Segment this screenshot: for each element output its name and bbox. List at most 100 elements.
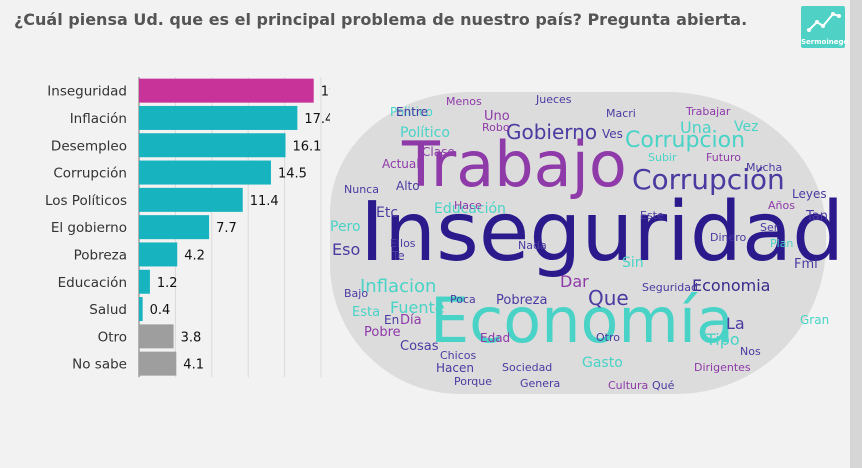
cloud-word: Fmi	[794, 257, 818, 272]
cloud-word: Etc	[376, 205, 399, 221]
cloud-word: Subir	[648, 151, 677, 164]
bar	[139, 78, 314, 103]
bar	[139, 351, 177, 376]
bar	[139, 133, 286, 158]
data-label: 11.4	[250, 194, 279, 209]
data-label: 19.2	[321, 85, 330, 100]
cloud-word: Inflacion	[360, 276, 437, 297]
cloud-word: Años	[768, 199, 795, 212]
cloud-word: Hacen	[436, 361, 474, 375]
cloud-word: Plan	[770, 237, 794, 250]
cloud-word: Edad	[480, 331, 511, 345]
cloud-word: Eso	[332, 240, 361, 259]
cloud-word: Pobreza	[496, 293, 548, 308]
cloud-word: Alto	[396, 179, 420, 193]
cloud-word: Uno	[484, 109, 510, 124]
cloud-word: Leyes	[792, 187, 827, 201]
cloud-word: Clase	[422, 145, 455, 159]
bar	[139, 297, 143, 322]
bar	[139, 105, 298, 130]
cloud-word: Cosas	[400, 339, 439, 354]
category-label: Desempleo	[51, 138, 127, 154]
category-label: Salud	[89, 302, 127, 318]
cloud-word: Trabajo	[402, 128, 627, 201]
bar	[139, 187, 243, 212]
cloud-word: Pero	[330, 219, 361, 235]
cloud-word: Pobre	[364, 325, 401, 340]
cloud-word: Sociedad	[502, 361, 553, 374]
cloud-word: Dirigentes	[694, 361, 751, 374]
chart-title: ¿Cuál piensa Ud. que es el principal pro…	[14, 10, 748, 29]
category-label: Pobreza	[74, 247, 127, 263]
bar-chart: Inseguridad 19.2 Inflación 17.4 Desempleo 16.…	[45, 77, 330, 378]
data-label: 1.2	[157, 276, 178, 291]
category-label: Otro	[98, 329, 127, 345]
data-label: 0.4	[150, 303, 171, 318]
bar	[139, 324, 174, 349]
data-label: 3.8	[181, 330, 202, 345]
cloud-word: Te	[392, 249, 405, 263]
cloud-word: Ves	[602, 127, 623, 141]
cloud-word: Politico	[390, 105, 433, 119]
data-label: 7.7	[216, 221, 237, 236]
cloud-word: Este	[640, 209, 664, 222]
cloud-word: Dar	[560, 272, 589, 291]
logo-label: Sermoinego	[801, 38, 849, 46]
bar	[139, 269, 150, 294]
right-scroll-edge	[850, 0, 862, 468]
category-label: Inflación	[70, 111, 127, 127]
cloud-word: Que	[588, 286, 629, 310]
data-label: 4.2	[184, 248, 205, 263]
cloud-word: Dinero	[710, 231, 747, 244]
cloud-word: Mucha	[746, 161, 783, 174]
cloud-word: Inseguridad	[360, 185, 845, 280]
cloud-word: Menos	[446, 95, 482, 108]
cloud-word: Seguridad	[642, 281, 698, 294]
cloud-word: Político	[400, 125, 450, 141]
data-label: 16.1	[293, 139, 322, 154]
cloud-word: Nos	[740, 345, 761, 358]
bar	[139, 215, 210, 240]
cloud-word: Economía	[430, 284, 735, 357]
cloud-word: Futuro	[706, 151, 741, 164]
cloud-word: Nunca	[344, 183, 379, 196]
cloud-word: Qué	[652, 379, 675, 392]
bar	[139, 160, 271, 185]
category-label: Los Políticos	[45, 193, 127, 209]
cloud-word: Ser	[760, 221, 779, 234]
cloud-word: Bajo	[344, 287, 369, 300]
cloud-word: Educación	[434, 201, 506, 217]
cloud-word: Entre	[396, 105, 428, 119]
cloud-word: Porque	[454, 375, 493, 388]
cloud-word: Corrupción	[632, 163, 785, 196]
cloud-word: Jueces	[536, 93, 572, 106]
cloud-word: Gasto	[582, 355, 623, 371]
cloud-word: Nada	[518, 239, 547, 252]
cloud-word: Esta	[352, 305, 381, 320]
cloud-word: Economia	[692, 276, 771, 295]
cloud-word: Chicos	[440, 349, 477, 362]
cloud-word: Macri	[606, 107, 636, 120]
category-label: Corrupción	[53, 166, 127, 182]
trend-line-icon	[807, 12, 841, 32]
cloud-word: Ellos	[390, 237, 416, 250]
cloud-word: Día	[400, 313, 422, 328]
cloud-word: Otro	[596, 331, 620, 344]
data-label: 4.1	[183, 358, 204, 373]
cloud-word: En	[384, 313, 400, 327]
word-cloud: Inseguridad Trabajo Economía Corrupción Gobi…	[330, 92, 844, 394]
word-cloud-background	[330, 92, 826, 394]
cloud-word: Corrupcion	[625, 128, 746, 153]
bar	[139, 242, 178, 267]
cloud-word: Sin	[622, 255, 644, 271]
cloud-word: Vez	[734, 119, 759, 135]
cloud-word: Una	[680, 118, 712, 137]
category-label: Inseguridad	[47, 84, 127, 100]
cloud-word: Actual	[382, 157, 420, 171]
cloud-word: Gran	[800, 313, 830, 327]
data-label: 14.5	[278, 167, 307, 182]
cloud-word: Tipo	[706, 330, 740, 349]
cloud-word: La	[726, 314, 745, 333]
data-label: 17.4	[304, 112, 330, 127]
brand-logo: Sermoinego	[801, 6, 849, 48]
